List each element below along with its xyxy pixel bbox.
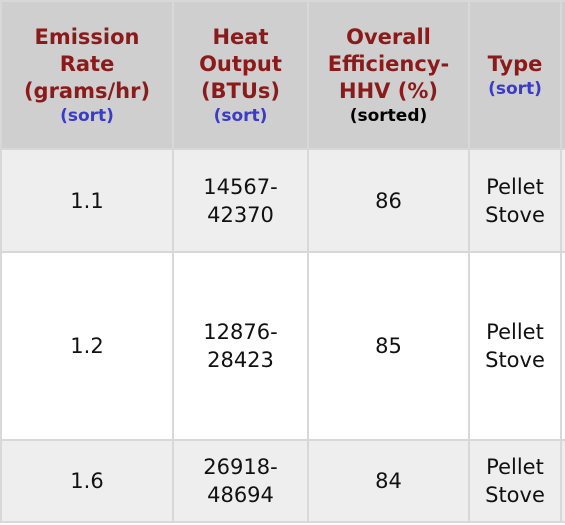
cell-text: 26918-48694	[203, 455, 278, 507]
cell-text: Pellet Stove	[485, 174, 545, 227]
header-text: (grams/hr)	[23, 78, 151, 103]
table-cell: 26918-48694	[172, 439, 309, 523]
column-header: Emission Rate (grams/hr) (sort)	[0, 0, 174, 150]
sorted-indicator: (sorted)	[349, 105, 428, 126]
column-header-partial	[560, 0, 565, 150]
table-cell: 86	[307, 148, 470, 253]
header-text: Overall	[346, 24, 431, 49]
header-text: (BTUs)	[200, 78, 281, 103]
table-row: 1.1 14567-42370 86 Pellet Stove	[0, 148, 565, 253]
sort-link[interactable]: (sort)	[60, 105, 114, 126]
header-row: Emission Rate (grams/hr) (sort) Heat Output (B…	[0, 0, 565, 150]
header-text: Heat	[212, 24, 269, 49]
cell-text: 12876-28423	[203, 320, 278, 372]
cell-text: 86	[375, 188, 402, 213]
cell-text: Pellet Stove	[485, 455, 545, 507]
table-cell: 1.2	[0, 251, 174, 441]
header-text: Rate	[59, 51, 115, 76]
table-cell: 14567-42370	[172, 148, 309, 253]
table-cell: 84	[307, 439, 470, 523]
header-text: Type	[487, 51, 543, 76]
table-cell-partial	[560, 251, 565, 441]
table-body: 1.1 14567-42370 86 Pellet Stove 1.2 12876-284…	[0, 148, 565, 523]
table-cell: Pellet Stove	[468, 148, 562, 253]
sort-link[interactable]: (sort)	[488, 78, 542, 99]
header-text: HHV (%)	[339, 78, 438, 103]
table-cell: 85	[307, 251, 470, 441]
cell-text: 1.6	[70, 469, 104, 493]
table-cell: 1.6	[0, 439, 174, 523]
sort-link[interactable]: (sort)	[213, 105, 268, 126]
cell-text: 14567-42370	[203, 174, 278, 227]
cell-text: 84	[375, 469, 402, 493]
column-header: Overall Efficiency- HHV (%) (sorted)	[307, 0, 470, 150]
table-cell: Pellet Stove	[468, 251, 562, 441]
header-text: Emission	[34, 24, 140, 49]
header-text: Output	[199, 51, 282, 76]
column-header: Type (sort)	[468, 0, 562, 150]
table-cell-partial	[560, 439, 565, 523]
cell-text: 1.2	[70, 334, 104, 358]
cell-text: Pellet Stove	[485, 320, 545, 372]
table-row: 1.6 26918-48694 84 Pellet Stove	[0, 439, 565, 523]
column-header: Heat Output (BTUs) (sort)	[172, 0, 309, 150]
table-row: 1.2 12876-28423 85 Pellet Stove	[0, 251, 565, 441]
table-cell: Pellet Stove	[468, 439, 562, 523]
cell-text: 1.1	[70, 188, 104, 213]
cell-text: 85	[375, 334, 402, 358]
table-cell: 1.1	[0, 148, 174, 253]
table-cell-partial	[560, 148, 565, 253]
table-cell: 12876-28423	[172, 251, 309, 441]
header-text: Efficiency-	[327, 51, 450, 76]
